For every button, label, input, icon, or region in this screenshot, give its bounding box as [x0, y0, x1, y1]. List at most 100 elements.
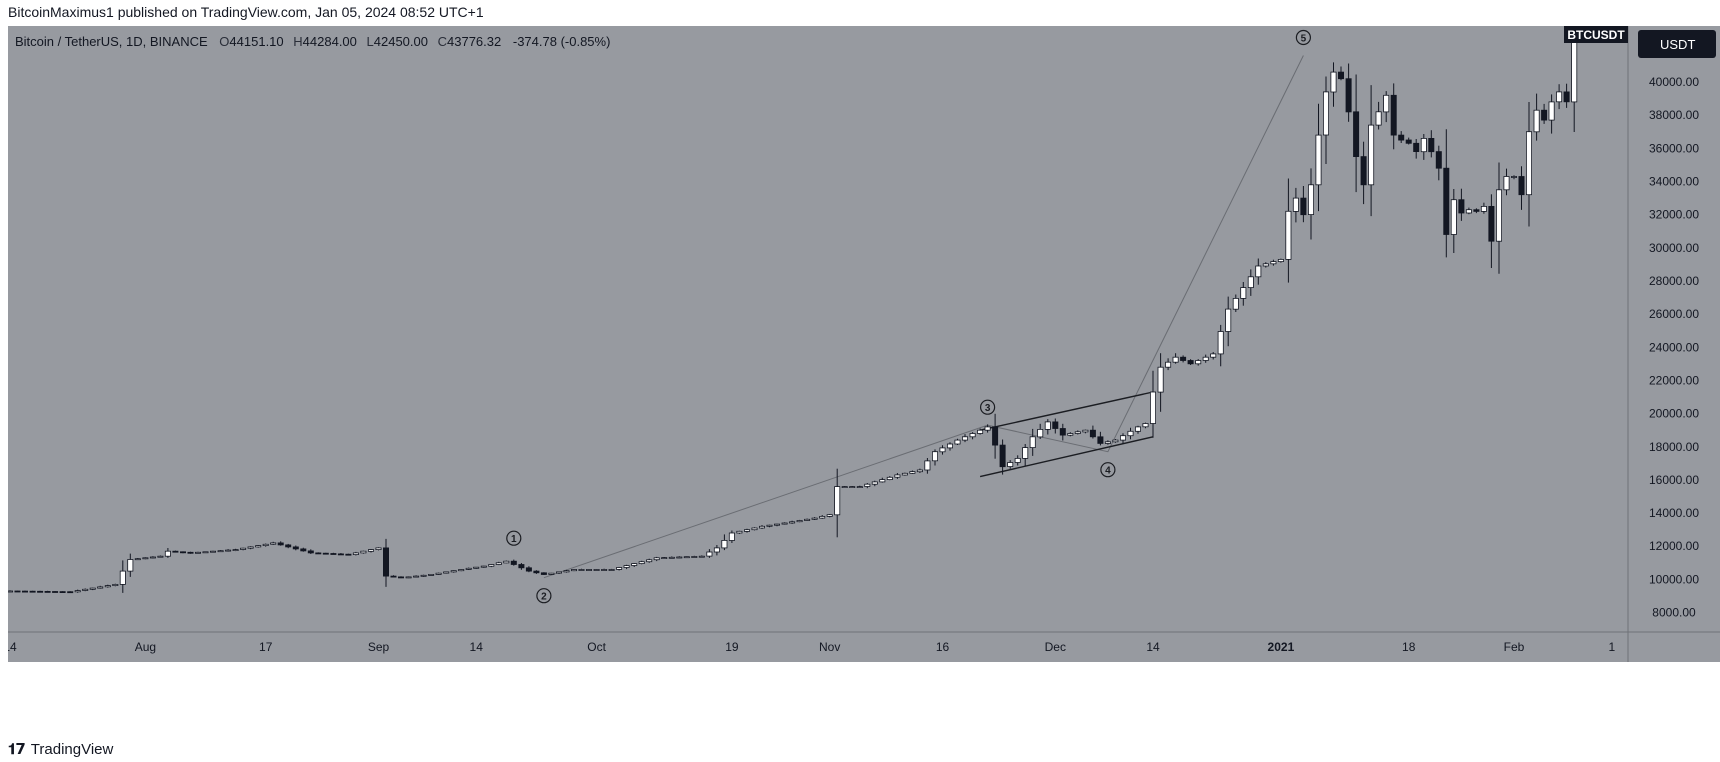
- candle-body: [924, 460, 931, 471]
- chart-frame[interactable]: 40000.00 38000.00 36000.00 34000.00 32000.00…: [8, 26, 1720, 730]
- candle-body: [586, 569, 593, 571]
- candle-body: [646, 559, 653, 563]
- candle: [1104, 440, 1111, 445]
- candle: [465, 567, 472, 570]
- x-tick-label: Nov: [819, 640, 840, 654]
- candle: [1533, 93, 1540, 141]
- candle: [556, 571, 563, 574]
- candle: [683, 556, 690, 559]
- candle: [638, 560, 645, 565]
- candle: [548, 572, 555, 575]
- candle-body: [1052, 421, 1059, 429]
- candle-body: [390, 575, 397, 578]
- candle-body: [1443, 167, 1450, 235]
- candle-body: [1390, 94, 1397, 136]
- candle: [480, 565, 487, 568]
- candle: [706, 549, 713, 558]
- candle: [1511, 175, 1518, 180]
- candle-body: [826, 514, 833, 517]
- candle-body: [1518, 176, 1525, 196]
- x-tick-label: 2021: [1268, 640, 1295, 654]
- candle: [1383, 91, 1390, 123]
- wave-marker-3: 3: [979, 399, 996, 415]
- candle: [819, 515, 826, 519]
- candle-body: [1104, 441, 1111, 444]
- x-tick-label: Feb: [1504, 640, 1525, 654]
- currency-button[interactable]: [1638, 30, 1716, 58]
- wave-marker-4: 4: [1100, 462, 1116, 478]
- candle-body: [1338, 71, 1345, 80]
- candle-body: [59, 591, 66, 593]
- candle-body: [525, 567, 532, 572]
- candle-body: [1556, 91, 1563, 103]
- axis-corner: [1628, 632, 1720, 662]
- candle-body: [97, 586, 104, 589]
- candle-body: [1150, 391, 1157, 424]
- y-tick-label: 26000.00: [1649, 307, 1699, 321]
- candle: [1292, 187, 1299, 223]
- candle: [1037, 423, 1044, 439]
- wave-marker-5: 5: [1295, 29, 1312, 46]
- candle-body: [578, 569, 585, 571]
- wave-markers: 1 2 3 4 5: [506, 29, 1312, 604]
- candle-body: [1022, 447, 1029, 459]
- candle-body: [428, 574, 435, 576]
- close-label: C: [438, 34, 447, 49]
- candle-body: [1488, 205, 1495, 242]
- candle: [59, 591, 66, 593]
- candle: [1022, 444, 1029, 466]
- candle: [307, 549, 314, 554]
- candle-body: [405, 576, 412, 579]
- candle-body: [420, 574, 427, 577]
- candle-body: [1541, 109, 1548, 121]
- candle: [300, 547, 307, 552]
- candle-body: [367, 549, 374, 552]
- candle: [751, 527, 758, 531]
- candle-body: [1135, 426, 1142, 432]
- price-axis[interactable]: [1628, 26, 1720, 632]
- candle-body: [345, 553, 352, 556]
- x-tick-label: Dec: [1045, 640, 1066, 654]
- candle-body: [232, 549, 239, 551]
- footer[interactable]: 𝟏𝟳 TradingView: [8, 738, 113, 760]
- candle-body: [488, 564, 495, 567]
- candle-body: [563, 570, 570, 573]
- candle: [1247, 269, 1254, 296]
- candle: [1390, 83, 1397, 150]
- candle: [1187, 359, 1194, 365]
- candle-body: [21, 590, 28, 593]
- time-axis[interactable]: [8, 632, 1720, 662]
- candle-body: [728, 532, 735, 541]
- candle-body: [1428, 138, 1435, 153]
- candle-body: [465, 567, 472, 570]
- candle: [488, 564, 495, 568]
- candle: [1443, 129, 1450, 258]
- candle-body: [1127, 430, 1134, 437]
- candle: [691, 555, 698, 558]
- candle: [849, 486, 856, 489]
- candle: [759, 525, 766, 529]
- ticker-badge: [1564, 26, 1628, 43]
- candle: [1014, 455, 1021, 466]
- y-tick-label: 14000.00: [1649, 506, 1699, 520]
- candle: [1044, 419, 1051, 435]
- candle: [1473, 208, 1480, 214]
- candle-body: [834, 486, 841, 516]
- candle-body: [1353, 111, 1360, 158]
- candle-body: [89, 587, 96, 590]
- price-pane[interactable]: [8, 26, 1628, 632]
- chart-svg[interactable]: 40000.0038000.0036000.0034000.0032000.00…: [8, 26, 1720, 730]
- candle: [1067, 432, 1074, 437]
- x-tick-labels: 14 Aug 17 Sep 14 Oct 19 Nov 16 Dec 14 2021 18 Feb 1: [8, 640, 1615, 654]
- candle: [909, 470, 916, 474]
- candle-body: [781, 522, 788, 525]
- candle: [646, 558, 653, 563]
- candle: [382, 538, 389, 587]
- y-tick-label: 40000.00: [1649, 75, 1699, 89]
- candle-body: [127, 559, 134, 572]
- candle: [728, 530, 735, 543]
- candle-body: [112, 584, 119, 587]
- candle-body: [119, 570, 126, 585]
- candle-body: [841, 486, 848, 489]
- y-tick-label: 32000.00: [1649, 208, 1699, 222]
